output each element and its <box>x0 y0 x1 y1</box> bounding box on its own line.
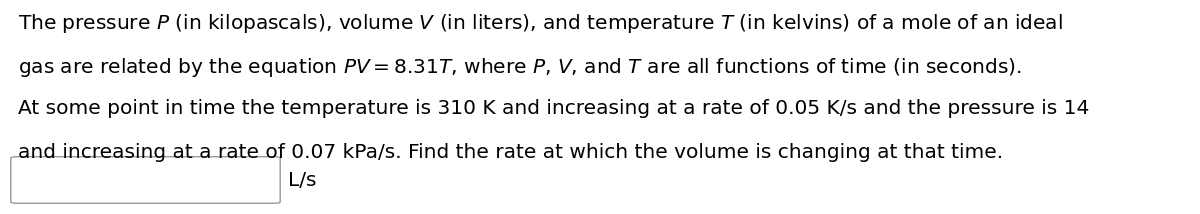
Text: The pressure $P$ (in kilopascals), volume $V$ (in liters), and temperature $T$ (: The pressure $P$ (in kilopascals), volum… <box>18 12 1063 35</box>
Text: At some point in time the temperature is 310 K and increasing at a rate of 0.05 : At some point in time the temperature is… <box>18 99 1090 118</box>
Text: gas are related by the equation $PV = 8.31T$, where $P$, $V$, and $T$ are all fu: gas are related by the equation $PV = 8.… <box>18 55 1021 79</box>
Text: and increasing at a rate of 0.07 kPa/s. Find the rate at which the volume is cha: and increasing at a rate of 0.07 kPa/s. … <box>18 143 1003 162</box>
Text: L/s: L/s <box>288 171 317 190</box>
